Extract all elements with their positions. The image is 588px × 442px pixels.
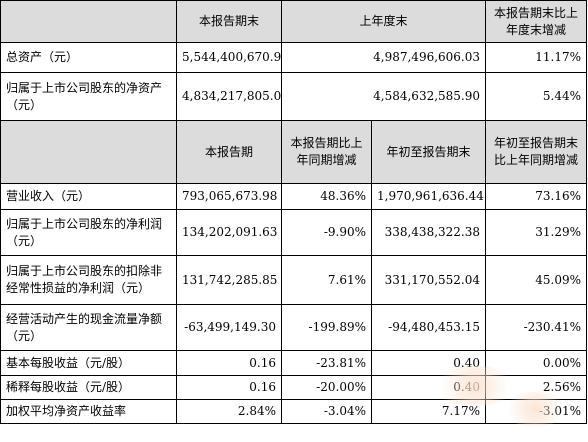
cell-value: 4,987,496,606.03 <box>280 42 487 73</box>
row-label: 归属于上市公司股东的净利润（元） <box>0 209 177 256</box>
table-row: 归属于上市公司股东的扣除非经常性损益的净利润（元） 131,742,285.85… <box>0 255 588 305</box>
cell-value: 48.36% <box>281 183 372 210</box>
row-label: 营业收入（元） <box>0 183 177 210</box>
watermark-smudge <box>500 392 570 426</box>
cell-value: 73.16% <box>485 183 588 210</box>
cell-value: 2.84% <box>176 399 282 424</box>
cell-value: 31.29% <box>485 209 588 256</box>
financial-table: 本报告期末 上年度末 本报告期末比上年度末增减 总资产（元） 5,544,400… <box>0 0 588 424</box>
row-label: 基本每股收益（元/股） <box>0 350 177 376</box>
cell-value: -199.89% <box>281 304 372 351</box>
row-label: 稀释每股收益（元/股） <box>0 375 177 400</box>
table-row: 归属于上市公司股东的净利润（元） 134,202,091.63 -9.90% 3… <box>0 209 588 256</box>
cell-value: 45.09% <box>485 255 588 305</box>
table1-header-row: 本报告期末 上年度末 本报告期末比上年度末增减 <box>0 0 588 43</box>
cell-value: 4,584,632,585.90 <box>280 72 487 121</box>
row-label: 总资产（元） <box>0 42 177 73</box>
cell-value: 793,065,673.98 <box>176 183 282 210</box>
cell-value: 0.40 <box>370 350 487 376</box>
cell-value: -20.00% <box>281 375 372 400</box>
table-row: 加权平均净资产收益率 2.84% -3.04% 7.17% -3.01% <box>0 399 588 424</box>
t1-header: 本报告期末比上年度末增减 <box>485 0 588 43</box>
cell-value: 0.16 <box>176 350 282 376</box>
cell-value: -94,480,453.15 <box>370 304 487 351</box>
cell-value: 5,544,400,670.91 <box>176 42 282 73</box>
cell-value: -63,499,149.30 <box>176 304 282 351</box>
t1-header: 上年度末 <box>280 0 487 43</box>
cell-value: -9.90% <box>281 209 372 256</box>
table-row: 营业收入（元） 793,065,673.98 48.36% 1,970,961,… <box>0 183 588 210</box>
cell-value: 0.16 <box>176 375 282 400</box>
corner-cell <box>0 0 177 43</box>
cell-value: 5.44% <box>485 72 588 121</box>
cell-value: 11.17% <box>485 42 588 73</box>
t2-header: 年初至报告期末 <box>370 120 487 184</box>
table2-header-row: 本报告期 本报告期比上年同期增减 年初至报告期末 年初至报告期末比上年同期增减 <box>0 120 588 184</box>
cell-value: 7.61% <box>281 255 372 305</box>
cell-value: 1,970,961,636.44 <box>370 183 487 210</box>
table-row: 经营活动产生的现金流量净额（元） -63,499,149.30 -199.89%… <box>0 304 588 351</box>
cell-value: -23.81% <box>281 350 372 376</box>
row-label: 经营活动产生的现金流量净额（元） <box>0 304 177 351</box>
cell-value: 4,834,217,805.05 <box>176 72 282 121</box>
cell-value: 134,202,091.63 <box>176 209 282 256</box>
corner-cell <box>0 120 177 184</box>
table-row: 总资产（元） 5,544,400,670.91 4,987,496,606.03… <box>0 42 588 73</box>
t1-header: 本报告期末 <box>176 0 282 43</box>
t2-header: 年初至报告期末比上年同期增减 <box>485 120 588 184</box>
t2-header: 本报告期比上年同期增减 <box>281 120 372 184</box>
cell-value: -3.04% <box>281 399 372 424</box>
row-label: 归属于上市公司股东的扣除非经常性损益的净利润（元） <box>0 255 177 305</box>
row-label: 加权平均净资产收益率 <box>0 399 177 424</box>
row-label: 归属于上市公司股东的净资产（元） <box>0 72 177 121</box>
cell-value: 331,170,552.04 <box>370 255 487 305</box>
cell-value: 338,438,322.38 <box>370 209 487 256</box>
t2-header: 本报告期 <box>176 120 282 184</box>
cell-value: 131,742,285.85 <box>176 255 282 305</box>
cell-value: -230.41% <box>485 304 588 351</box>
table-row: 归属于上市公司股东的净资产（元） 4,834,217,805.05 4,584,… <box>0 72 588 121</box>
